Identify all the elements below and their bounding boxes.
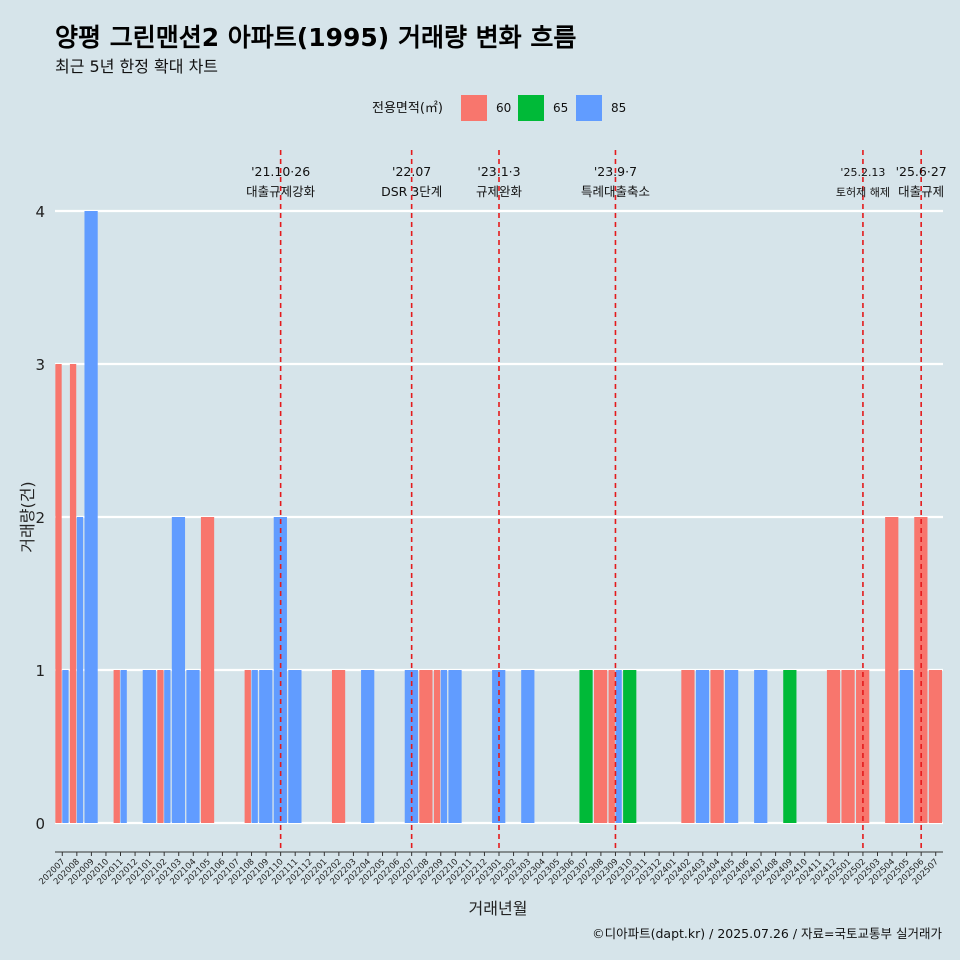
bar-85-202102 [164,670,171,823]
bar-85-202111 [288,670,302,823]
bar-85-202108 [251,670,258,823]
event-label-202301: 규제완화 [476,184,523,199]
legend-title: 전용면적(㎡) [372,101,443,116]
legend-swatch-60 [461,95,487,121]
bar-60-202308 [593,670,608,823]
legend-swatch-85 [576,95,602,121]
y-axis-label: 거래량(건) [18,481,37,552]
y-tick-label-4: 4 [35,203,45,221]
event-label-202110: 대출규제강화 [246,184,316,199]
event-date-202207: '22.07 [392,164,431,179]
event-label-202207: DSR 3단계 [381,184,442,199]
bar-60-202007 [55,364,62,823]
bar-85-202109 [259,670,273,823]
bar-60-202309 [608,670,615,823]
bar-85-202110 [273,517,287,823]
event-label-202506: 대출규제 [898,184,944,199]
bar-85-202011 [120,670,127,823]
bar-60-202105 [200,517,215,823]
bar-85-202405 [725,670,739,823]
bar-60-202506 [914,517,928,823]
y-tick-label-0: 0 [35,815,45,833]
bar-85-202204 [361,670,375,823]
bars [55,211,943,823]
bar-65-202409 [783,670,797,823]
bar-60-202202 [331,670,346,823]
page-subtitle: 최근 5년 한정 확대 차트 [55,57,219,76]
event-date-202301: '23.1·3 [477,164,520,179]
bar-60-202501 [841,670,855,823]
bar-85-202505 [899,670,913,823]
legend: 전용면적(㎡) 60 65 85 [372,95,626,121]
bar-85-202101 [142,670,156,823]
event-label-202309: 특례대출축소 [581,184,650,199]
bar-85-202103 [171,517,186,823]
page-title: 양평 그린맨션2 아파트(1995) 거래량 변화 흐름 [55,23,577,52]
axes: 0123420200720200820200920201020201120201… [35,203,943,887]
legend-label-65: 65 [553,101,568,115]
event-date-202502: '25.2.13 [840,166,885,179]
bar-60-202102 [157,670,164,823]
bar-85-202007 [62,670,69,823]
event-date-202110: '21.10·26 [251,164,310,179]
bar-60-202507 [928,670,943,823]
x-axis-label: 거래년월 [469,899,528,918]
event-label-202502: 토허제 해제 [836,185,890,199]
event-date-202309: '23.9·7 [594,164,637,179]
legend-swatch-65 [518,95,544,121]
bar-85-202403 [695,670,710,823]
legend-label-60: 60 [496,101,511,115]
bar-60-202108 [244,670,251,823]
bar-85-202008 [76,517,84,823]
y-tick-label-1: 1 [35,662,45,680]
bar-60-202504 [885,517,899,823]
bar-60-202404 [710,670,724,823]
bar-60-202209 [433,670,441,823]
y-tick-label-3: 3 [35,356,45,374]
bar-60-202412 [826,670,841,823]
event-annotations: '21.10·26 대출규제강화 '22.07 DSR 3단계 '23.1·3 규제완화 '… [246,164,947,199]
y-tick-label-2: 2 [35,509,45,527]
source-footer: ©디아파트(dapt.kr) / 2025.07.26 / 자료=국토교통부 실… [592,926,942,941]
bar-85-202309 [615,670,622,823]
bar-65-202307 [579,670,593,823]
event-lines [279,150,922,852]
bar-60-202402 [681,670,695,823]
bar-85-202104 [186,670,200,823]
bar-65-202310 [623,670,637,823]
bar-85-202407 [754,670,768,823]
bar-85-202009 [84,211,98,823]
bar-60-202008 [69,364,77,823]
bar-85-202210 [448,670,462,823]
bar-60-202011 [113,670,120,823]
bar-85-202209 [440,670,448,823]
bar-85-202303 [521,670,535,823]
bar-60-202208 [419,670,433,823]
event-date-202506: '25.6·27 [896,164,947,179]
legend-label-85: 85 [611,101,626,115]
